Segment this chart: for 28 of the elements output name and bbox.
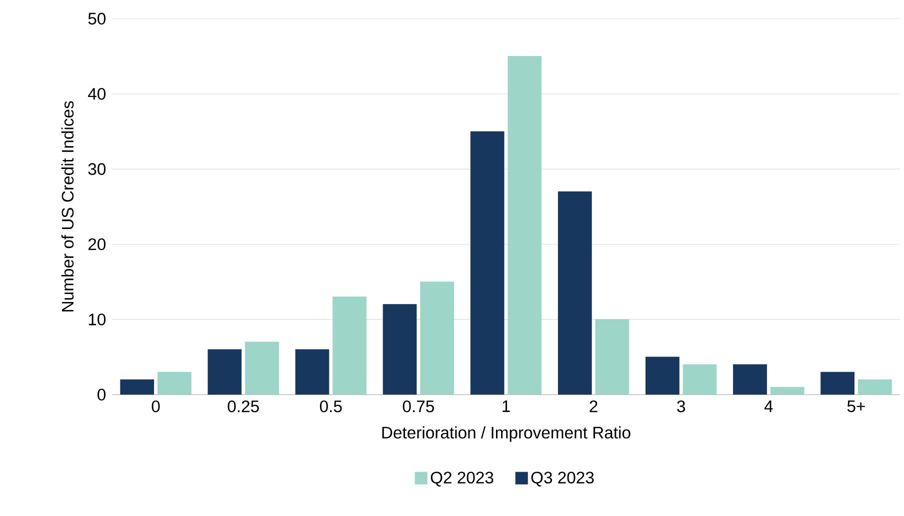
bar bbox=[558, 191, 592, 395]
bar bbox=[382, 304, 417, 395]
x-tick-label: 2 bbox=[590, 400, 598, 412]
bar bbox=[295, 349, 330, 395]
x-tick-label: 5+ bbox=[847, 400, 865, 412]
bar bbox=[820, 372, 854, 395]
y-tick-label: 20 bbox=[88, 238, 106, 250]
x-tick-label: 4 bbox=[764, 400, 773, 412]
x-tick-label: 0.5 bbox=[320, 400, 342, 412]
x-tick-label: 0.75 bbox=[402, 400, 434, 412]
x-tick-label: 0.25 bbox=[228, 400, 259, 412]
bar bbox=[646, 356, 680, 395]
y-tick-label: 40 bbox=[88, 88, 106, 100]
x-tick-label: 0 bbox=[152, 400, 160, 412]
legend-label: Q3 2023 bbox=[531, 472, 594, 486]
bar bbox=[470, 131, 504, 395]
y-tick-label: 30 bbox=[88, 163, 106, 175]
x-axis-title: Deterioration / Improvement Ratio bbox=[382, 426, 630, 442]
y-axis-title: Number of US Credit Indices bbox=[61, 101, 74, 312]
y-tick-label: 50 bbox=[88, 12, 106, 25]
bar bbox=[120, 379, 154, 395]
x-tick-label: 3 bbox=[677, 400, 686, 412]
bar bbox=[733, 364, 767, 395]
y-tick-label: 10 bbox=[88, 314, 106, 326]
bar bbox=[208, 349, 242, 395]
x-tick-label: 1 bbox=[502, 400, 510, 412]
y-tick-label: 0 bbox=[98, 388, 106, 401]
legend-label: Q2 2023 bbox=[430, 472, 494, 486]
